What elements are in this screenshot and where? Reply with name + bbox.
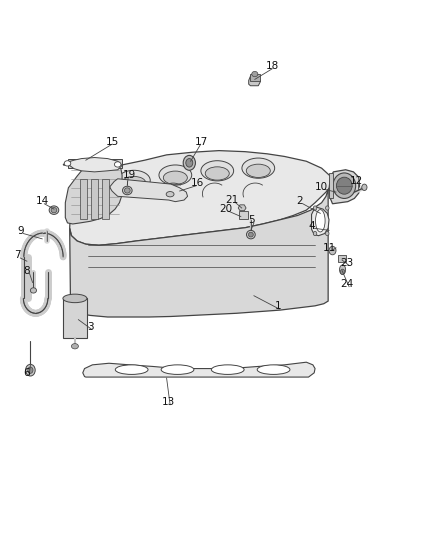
- Ellipse shape: [163, 171, 187, 184]
- Text: 8: 8: [24, 266, 30, 276]
- Ellipse shape: [123, 186, 132, 195]
- Text: 6: 6: [24, 368, 30, 378]
- Ellipse shape: [186, 159, 193, 167]
- Polygon shape: [311, 207, 329, 236]
- Text: 13: 13: [162, 397, 175, 407]
- Text: 15: 15: [106, 136, 119, 147]
- Ellipse shape: [51, 207, 57, 213]
- Ellipse shape: [205, 167, 229, 180]
- Ellipse shape: [325, 206, 329, 210]
- Polygon shape: [70, 189, 328, 317]
- Ellipse shape: [212, 365, 244, 374]
- Text: 1: 1: [275, 301, 281, 311]
- Ellipse shape: [248, 232, 253, 237]
- Ellipse shape: [325, 231, 329, 236]
- Text: 20: 20: [219, 204, 232, 214]
- Text: 16: 16: [191, 178, 204, 188]
- Text: 24: 24: [340, 279, 353, 289]
- Ellipse shape: [252, 71, 258, 77]
- Text: 5: 5: [248, 215, 255, 225]
- Bar: [102, 179, 109, 219]
- Polygon shape: [329, 169, 360, 204]
- Bar: [338, 255, 346, 262]
- Text: 18: 18: [265, 61, 279, 70]
- Text: 4: 4: [308, 221, 315, 231]
- Ellipse shape: [25, 365, 35, 376]
- Bar: [68, 159, 122, 168]
- Ellipse shape: [159, 165, 192, 185]
- Polygon shape: [83, 362, 315, 377]
- Text: 11: 11: [322, 243, 336, 253]
- Ellipse shape: [122, 176, 146, 190]
- Text: 19: 19: [123, 169, 136, 180]
- Text: 23: 23: [340, 258, 353, 268]
- Ellipse shape: [166, 191, 174, 197]
- Ellipse shape: [313, 206, 317, 210]
- Ellipse shape: [30, 288, 36, 293]
- Polygon shape: [238, 205, 246, 211]
- Ellipse shape: [313, 231, 317, 236]
- Bar: [91, 179, 98, 219]
- Text: 14: 14: [35, 196, 49, 206]
- Ellipse shape: [246, 164, 270, 177]
- Ellipse shape: [64, 161, 71, 166]
- Text: 7: 7: [14, 251, 21, 260]
- Text: 10: 10: [315, 182, 328, 192]
- Text: 12: 12: [350, 176, 363, 187]
- Ellipse shape: [71, 344, 78, 349]
- Bar: [80, 179, 87, 219]
- Ellipse shape: [339, 265, 346, 274]
- Ellipse shape: [49, 206, 59, 214]
- Text: 2: 2: [297, 196, 303, 206]
- Text: 21: 21: [226, 195, 239, 205]
- Ellipse shape: [117, 170, 150, 190]
- Ellipse shape: [336, 177, 352, 194]
- Ellipse shape: [183, 156, 195, 170]
- Ellipse shape: [28, 367, 33, 373]
- Ellipse shape: [257, 365, 290, 374]
- Ellipse shape: [115, 365, 148, 374]
- Ellipse shape: [242, 158, 275, 178]
- Bar: [251, 74, 260, 82]
- Bar: [239, 211, 248, 219]
- Text: 17: 17: [195, 136, 208, 147]
- Ellipse shape: [63, 294, 87, 303]
- Bar: [329, 173, 333, 198]
- Text: 3: 3: [87, 321, 93, 332]
- Polygon shape: [63, 158, 122, 172]
- Ellipse shape: [340, 269, 345, 274]
- Ellipse shape: [201, 161, 233, 181]
- Ellipse shape: [315, 209, 325, 232]
- Polygon shape: [110, 179, 187, 201]
- Polygon shape: [249, 72, 261, 86]
- Ellipse shape: [124, 188, 130, 193]
- Text: 9: 9: [18, 226, 24, 236]
- Polygon shape: [65, 160, 122, 224]
- Ellipse shape: [161, 365, 194, 374]
- Ellipse shape: [329, 246, 336, 255]
- Polygon shape: [70, 151, 332, 245]
- Ellipse shape: [333, 173, 356, 198]
- Ellipse shape: [114, 162, 121, 167]
- Ellipse shape: [247, 230, 255, 239]
- Bar: [63, 298, 87, 338]
- Ellipse shape: [362, 184, 367, 190]
